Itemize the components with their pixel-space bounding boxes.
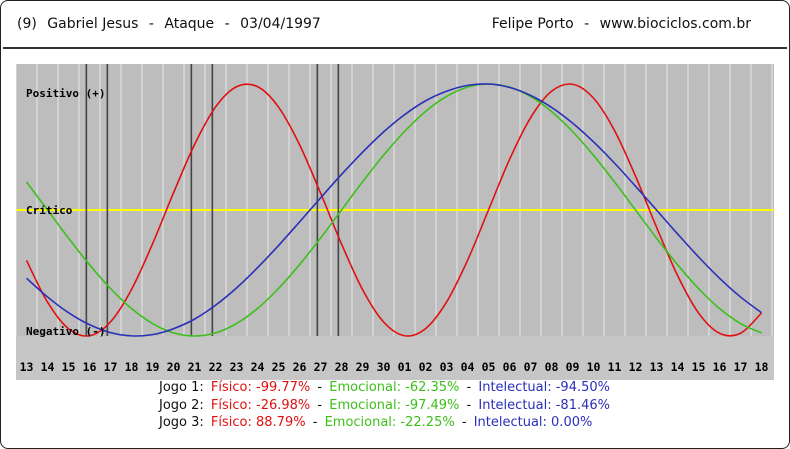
x-tick-label: 10 [587, 360, 601, 374]
author-info: Felipe Porto - www.biociclos.com.br [486, 16, 751, 32]
x-tick-label: 16 [83, 360, 97, 374]
critical-label: Crítico [26, 204, 73, 217]
header-separator: - [224, 16, 230, 32]
x-tick-label: 18 [125, 360, 139, 374]
game-intelectual: Intelectual: -94.50% [478, 380, 611, 395]
athlete-info: (9) Gabriel Jesus - Ataque - 03/04/1997 [17, 16, 327, 32]
x-tick-label: 14 [671, 360, 685, 374]
x-tick-label: 15 [62, 360, 76, 374]
x-tick-label: 24 [251, 360, 265, 374]
x-tick-label: 06 [503, 360, 517, 374]
x-tick-label: 21 [188, 360, 202, 374]
game-emocional: Emocional: -62.35% [329, 380, 460, 395]
x-tick-label: 27 [314, 360, 328, 374]
game-emocional: Emocional: -22.25% [324, 415, 455, 430]
series-line-emocional [25, 83, 762, 337]
header-bar: (9) Gabriel Jesus - Ataque - 03/04/1997 … [3, 3, 787, 49]
x-tick-label: 26 [293, 360, 307, 374]
x-tick-label: 30 [377, 360, 391, 374]
negative-label: Negativo (-) [26, 325, 105, 338]
x-tick-label: 13 [20, 360, 34, 374]
game-row-3: Jogo 3: Físico: 88.79% - Emocional: -22.… [159, 415, 595, 432]
x-tick-label: 05 [482, 360, 496, 374]
x-tick-label: 20 [167, 360, 181, 374]
chart-svg: Positivo (+) Crítico Negativo (-) 13 14 15 16 1… [16, 64, 774, 380]
series-line-intelectual [25, 83, 762, 337]
game-intelectual: Intelectual: 0.00% [473, 415, 593, 430]
x-tick-label: 18 [755, 360, 769, 374]
game-separator: - [317, 398, 323, 413]
x-tick-label: 16 [713, 360, 727, 374]
game-separator: - [461, 415, 467, 430]
x-tick-label: 03 [440, 360, 454, 374]
athlete-birthdate: 03/04/1997 [240, 16, 321, 32]
x-tick-label: 23 [230, 360, 244, 374]
game-fisico: Físico: -26.98% [210, 398, 311, 413]
game-intelectual: Intelectual: -81.46% [478, 398, 611, 413]
x-tick-label: 02 [419, 360, 433, 374]
game-separator: - [317, 380, 323, 395]
x-tick-label: 14 [41, 360, 55, 374]
x-tick-label: 08 [545, 360, 559, 374]
athlete-name: Gabriel Jesus [47, 16, 139, 32]
x-tick-label: 15 [692, 360, 706, 374]
game-separator: - [466, 380, 472, 395]
x-tick-label: 17 [104, 360, 118, 374]
x-tick-label: 01 [398, 360, 412, 374]
game-label: Jogo 1: [159, 380, 204, 395]
game-row-2: Jogo 2: Físico: -26.98% - Emocional: -97… [159, 398, 613, 415]
x-tick-label: 12 [629, 360, 643, 374]
game-label: Jogo 3: [159, 415, 204, 430]
author-name: Felipe Porto [491, 16, 574, 32]
website-link[interactable]: www.biociclos.com.br [599, 16, 751, 32]
x-tick-label: 11 [608, 360, 622, 374]
x-tick-label: 09 [566, 360, 580, 374]
game-fisico: Físico: 88.79% [210, 415, 306, 430]
biorhythm-chart: Positivo (+) Crítico Negativo (-) 13 14 15 16 1… [16, 64, 774, 380]
game-label: Jogo 2: [159, 398, 204, 413]
game-separator: - [312, 415, 318, 430]
x-tick-label: 25 [272, 360, 286, 374]
header-separator: - [148, 16, 154, 32]
x-axis-band [16, 336, 774, 380]
x-tick-label: 22 [209, 360, 223, 374]
x-tick-label: 29 [356, 360, 370, 374]
game-emocional: Emocional: -97.49% [329, 398, 460, 413]
header-separator: - [584, 16, 590, 32]
x-tick-label: 13 [650, 360, 664, 374]
athlete-position: Ataque [164, 16, 215, 32]
game-fisico: Físico: -99.77% [210, 380, 311, 395]
x-tick-label: 17 [734, 360, 748, 374]
x-tick-label: 07 [524, 360, 538, 374]
positive-label: Positivo (+) [26, 87, 105, 100]
x-tick-label: 19 [146, 360, 160, 374]
x-tick-label: 04 [461, 360, 475, 374]
game-separator: - [466, 398, 472, 413]
series-line-fisico [25, 83, 763, 337]
game-row-1: Jogo 1: Físico: -99.77% - Emocional: -62… [159, 380, 613, 397]
x-tick-label: 28 [335, 360, 349, 374]
athlete-number: (9) [17, 16, 37, 32]
